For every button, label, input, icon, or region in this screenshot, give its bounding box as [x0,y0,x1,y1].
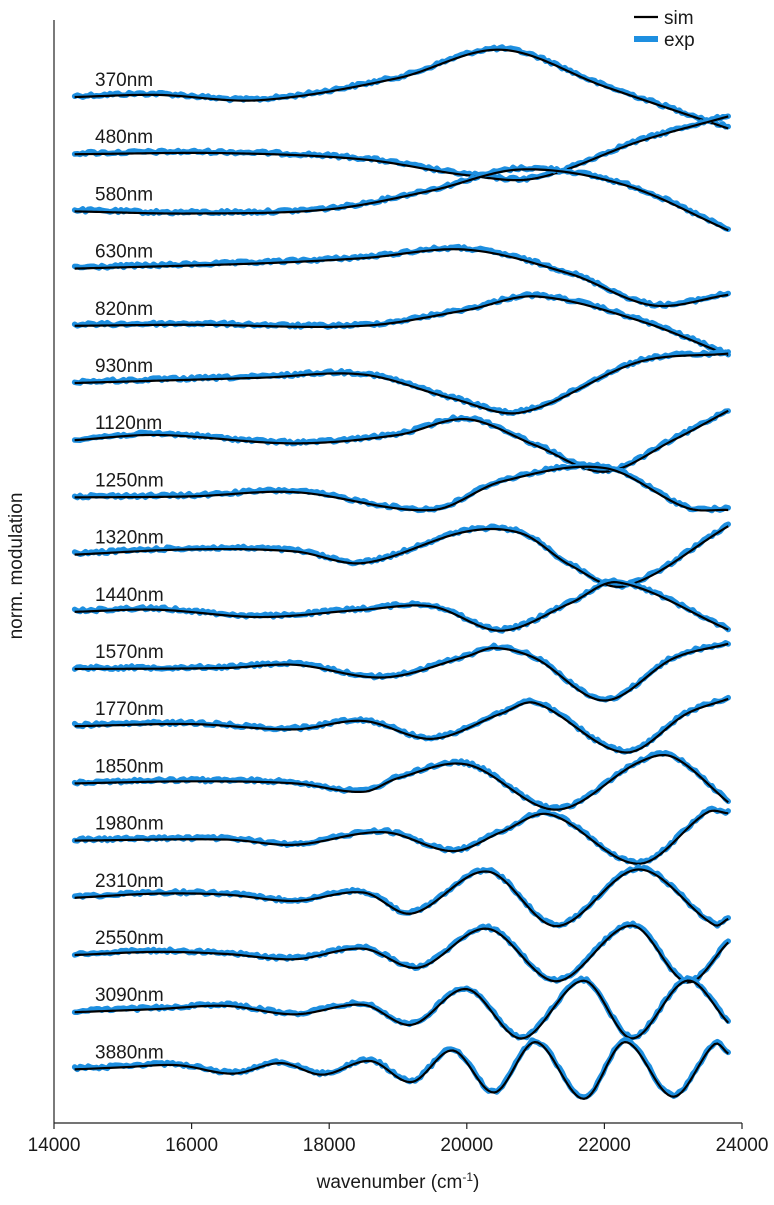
trace-1850nm: 1850nm [71,750,731,812]
sim-line [74,465,729,512]
trace-3090nm: 3090nm [71,975,731,1041]
sim-line [74,248,729,308]
sim-line [74,1041,729,1100]
x-axis-label: wavenumber (cm-1) [316,1170,480,1193]
sim-line [74,352,729,415]
trace-1120nm: 1120nm [71,408,731,475]
x-axis-label-superscript: -1 [462,1170,473,1184]
trace-label: 1440nm [95,585,164,606]
sim-line [74,525,729,588]
exp-line [71,461,731,514]
sim-line [74,581,729,632]
sim-line [74,809,729,865]
trace-2310nm: 2310nm [71,864,731,929]
trace-1770nm: 1770nm [71,694,731,755]
trace-label: 930nm [95,356,153,377]
sim-line [74,295,729,357]
trace-label: 1980nm [95,814,164,835]
x-tick-label: 24000 [716,1135,769,1156]
legend-label-sim: sim [664,8,694,29]
x-tick-label: 18000 [303,1135,356,1156]
traces: 370nm 480nm 580nm 630nm 820nm 930nm 1120nm 1250… [71,44,731,1100]
trace-label: 820nm [95,299,153,320]
trace-1570nm: 1570nm [71,640,731,703]
trace-label: 580nm [95,184,153,205]
trace-label: 1120nm [95,413,162,434]
trace-1250nm: 1250nm [71,461,731,514]
exp-line [71,243,731,309]
axes-layer [53,20,742,1124]
sim-line [74,115,729,182]
sim-line [74,753,729,811]
sim-line [74,924,730,984]
x-tick-label: 16000 [165,1135,218,1156]
trace-370nm: 370nm [71,44,731,130]
trace-1320nm: 1320nm [71,521,731,590]
trace-label: 3880nm [95,1042,164,1063]
x-ticks: 14000 16000 18000 20000 22000 24000 [28,1123,769,1156]
exp-line [71,521,731,590]
exp-line [71,113,731,183]
trace-label: 2550nm [95,928,164,949]
sim-line [74,48,729,130]
trace-label: 1250nm [95,470,164,491]
trace-820nm: 820nm [71,291,731,358]
x-tick-label: 22000 [578,1135,631,1156]
exp-line [71,1036,731,1100]
trace-580nm: 580nm [71,164,731,232]
trace-label: 480nm [95,127,153,148]
trace-630nm: 630nm [71,242,731,309]
sim-line [74,697,729,754]
x-axis-label-close: ) [473,1172,479,1193]
sim-line [74,868,729,928]
legend-label-exp: exp [664,30,695,51]
exp-line [71,408,731,475]
sim-line [74,979,730,1040]
trace-label: 3090nm [95,985,164,1006]
sim-line [74,168,729,232]
trace-label: 1850nm [95,756,164,777]
exp-line [71,864,731,929]
trace-3880nm: 3880nm [71,1036,731,1100]
trace-2550nm: 2550nm [71,920,731,984]
exp-line [71,349,731,417]
trace-label: 630nm [95,242,153,263]
y-axis-label: norm. modulation [6,493,27,640]
trace-label: 1770nm [95,699,164,720]
trace-1440nm: 1440nm [71,577,731,634]
trace-label: 370nm [95,70,153,91]
trace-930nm: 930nm [71,349,731,417]
trace-480nm: 480nm [71,113,731,183]
trace-label: 1570nm [95,642,164,663]
trace-label: 2310nm [95,871,164,892]
trace-label: 1320nm [95,528,164,549]
x-tick-label: 20000 [440,1135,493,1156]
trace-1980nm: 1980nm [71,805,731,866]
x-axis-label-main: wavenumber (cm [316,1172,463,1193]
x-tick-label: 14000 [28,1135,81,1156]
exp-line [71,44,731,130]
sim-line [74,642,729,702]
